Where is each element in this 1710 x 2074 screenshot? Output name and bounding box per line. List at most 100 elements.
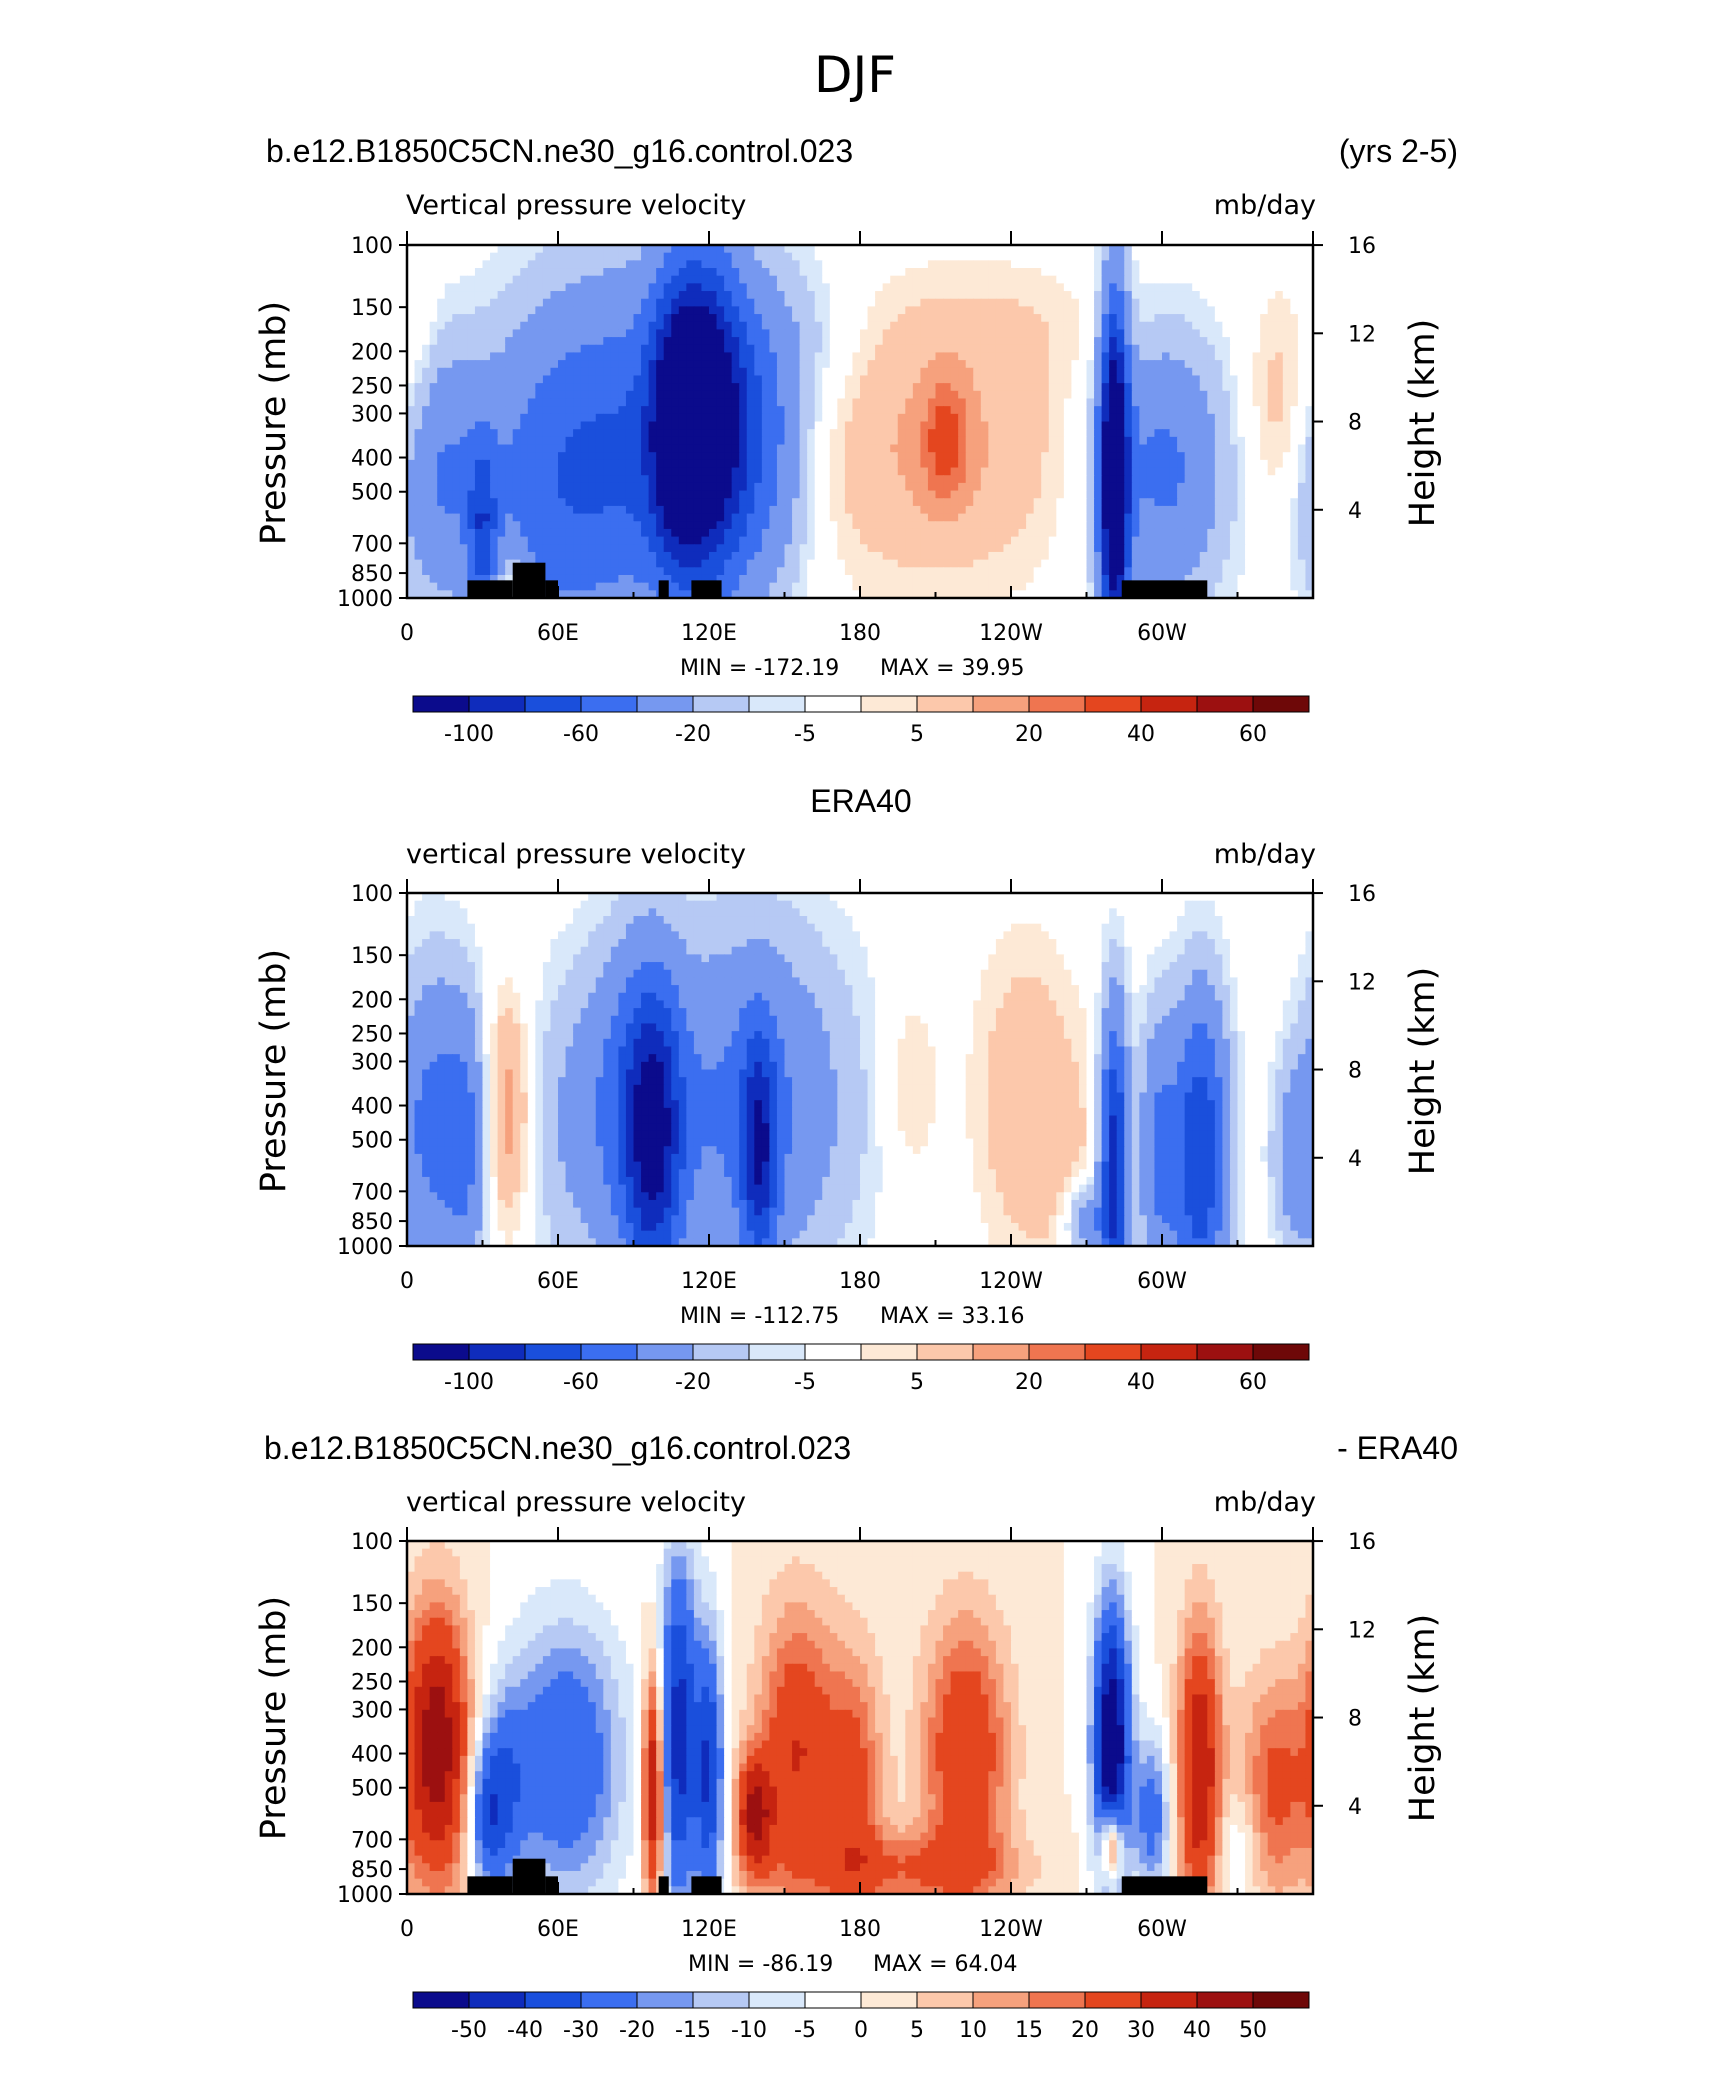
contour-cell — [505, 429, 514, 438]
contour-cell — [761, 528, 770, 538]
contour-cell — [482, 406, 491, 415]
contour-cell — [1078, 521, 1088, 530]
contour-cell — [437, 429, 446, 438]
contour-cell — [867, 283, 876, 292]
contour-cell — [829, 482, 838, 492]
contour-cell — [1086, 314, 1095, 323]
contour-cell — [573, 406, 582, 415]
contour-cell — [444, 360, 453, 369]
contour-cell — [882, 260, 891, 269]
contour-cell — [1109, 528, 1118, 538]
contour-cell — [490, 559, 499, 568]
contour-cell — [1297, 444, 1307, 453]
contour-cell — [422, 298, 431, 307]
contour-cell — [1252, 413, 1261, 423]
contour-cell — [1056, 413, 1065, 423]
contour-cell — [724, 436, 733, 446]
contour-cell — [542, 314, 552, 323]
contour-cell — [1041, 291, 1050, 300]
contour-cell — [610, 321, 619, 331]
contour-cell — [573, 513, 582, 522]
contour-cell — [1071, 475, 1080, 484]
contour-cell — [482, 398, 491, 407]
contour-cell — [671, 360, 680, 369]
contour-cell — [1086, 406, 1095, 415]
contour-cell — [535, 444, 544, 453]
contour-cell — [701, 452, 710, 461]
contour-cell — [1252, 421, 1261, 430]
contour-cell — [769, 490, 778, 499]
contour-cell — [686, 475, 695, 484]
contour-cell — [731, 344, 740, 354]
contour-cell — [1018, 467, 1027, 476]
contour-cell — [542, 268, 552, 277]
contour-cell — [784, 321, 793, 331]
contour-cell — [595, 498, 604, 507]
contour-cell — [739, 321, 748, 331]
contour-cell — [482, 390, 491, 400]
contour-cell — [1222, 467, 1231, 476]
contour-cell — [1260, 452, 1269, 461]
contour-cell — [429, 536, 438, 545]
contour-cell — [527, 329, 536, 338]
contour-cell — [648, 406, 657, 415]
contour-cell — [1094, 329, 1103, 338]
contour-cell — [1003, 291, 1012, 300]
contour-cell — [422, 521, 431, 530]
contour-cell — [565, 528, 574, 538]
contour-cell — [1282, 367, 1291, 377]
contour-cell — [860, 436, 869, 446]
contour-cell — [709, 398, 718, 407]
contour-cell — [1154, 252, 1163, 261]
contour-cell — [482, 521, 491, 530]
contour-cell — [422, 260, 431, 269]
contour-cell — [505, 383, 514, 392]
contour-cell — [1275, 383, 1284, 392]
contour-cell — [1101, 444, 1110, 453]
contour-cell — [973, 475, 982, 484]
contour-cell — [429, 482, 438, 492]
contour-cell — [610, 459, 619, 469]
contour-cell — [1026, 551, 1035, 561]
contour-cell — [776, 321, 786, 331]
contour-cell — [1252, 298, 1261, 307]
contour-cell — [701, 367, 710, 377]
contour-cell — [686, 283, 695, 292]
contour-cell — [1154, 344, 1163, 354]
contour-cell — [663, 459, 672, 469]
contour-cell — [588, 429, 597, 438]
contour-cell — [754, 551, 763, 561]
contour-cell — [980, 375, 989, 384]
contour-cell — [558, 505, 567, 515]
contour-cell — [1154, 551, 1163, 561]
contour-cell — [625, 444, 635, 453]
contour-cell — [980, 344, 989, 354]
contour-cell — [1018, 390, 1027, 400]
contour-cell — [875, 283, 884, 292]
contour-cell — [603, 398, 612, 407]
contour-cell — [1169, 321, 1178, 331]
contour-cell — [535, 406, 544, 415]
contour-cell — [1124, 260, 1133, 269]
contour-cell — [1063, 498, 1072, 507]
contour-cell — [701, 513, 710, 522]
contour-cell — [860, 559, 869, 568]
contour-cell — [671, 291, 680, 300]
contour-cell — [784, 536, 793, 545]
contour-cell — [980, 536, 989, 545]
contour-cell — [558, 444, 567, 453]
contour-cell — [1116, 360, 1125, 369]
contour-cell — [950, 467, 959, 476]
contour-cell — [1229, 268, 1239, 277]
contour-cell — [671, 421, 680, 430]
contour-cell — [444, 544, 453, 553]
contour-cell — [995, 329, 1005, 338]
contour-cell — [1078, 459, 1088, 469]
contour-cell — [965, 329, 974, 338]
contour-cell — [1222, 413, 1231, 423]
contour-cell — [746, 467, 755, 476]
contour-cell — [1041, 413, 1050, 423]
contour-cell — [1297, 536, 1307, 545]
contour-cell — [1094, 375, 1103, 384]
contour-cell — [739, 367, 748, 377]
